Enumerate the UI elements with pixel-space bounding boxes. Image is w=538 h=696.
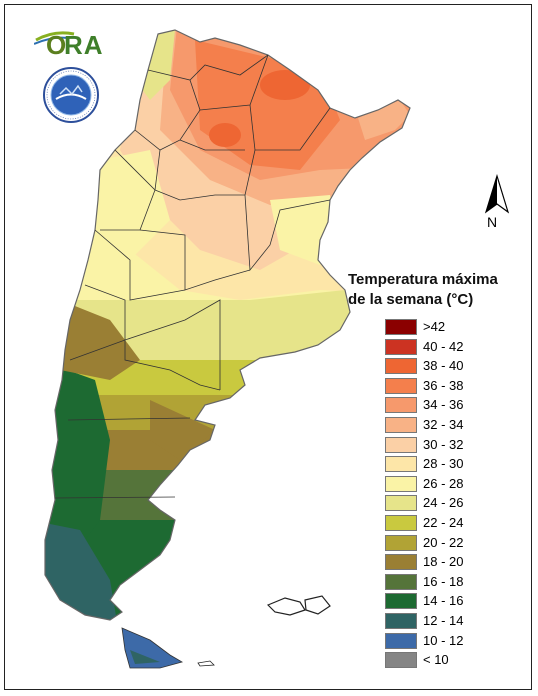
legend-swatch bbox=[385, 319, 417, 335]
legend-swatch bbox=[385, 514, 417, 531]
legend-swatch bbox=[385, 495, 417, 512]
legend-label: 10 - 12 bbox=[423, 632, 464, 648]
legend-swatch bbox=[385, 416, 417, 433]
legend-label: 16 - 18 bbox=[423, 573, 464, 589]
map-frame bbox=[4, 4, 532, 690]
malvinas-islands bbox=[266, 595, 331, 616]
north-label: N bbox=[487, 214, 498, 230]
legend-item: 16 - 18 bbox=[385, 573, 525, 593]
legend-label: 36 - 38 bbox=[423, 377, 464, 393]
legend-label: 24 - 26 bbox=[423, 495, 464, 511]
legend-item: 24 - 26 bbox=[385, 494, 525, 514]
legend-swatch bbox=[385, 534, 417, 551]
legend-label: 22 - 24 bbox=[423, 514, 464, 530]
legend-swatch bbox=[385, 652, 417, 669]
legend-item: 40 - 42 bbox=[385, 338, 525, 358]
legend-item: 28 - 30 bbox=[385, 455, 525, 475]
legend-label: 34 - 36 bbox=[423, 397, 464, 413]
legend-label: 32 - 34 bbox=[423, 416, 464, 432]
legend-label: 40 - 42 bbox=[423, 338, 464, 354]
ora-swoosh-icon bbox=[33, 31, 75, 45]
north-arrow-icon bbox=[480, 173, 514, 234]
legend-item: 26 - 28 bbox=[385, 475, 525, 495]
legend-item: 14 - 16 bbox=[385, 592, 525, 612]
legend-swatch bbox=[385, 475, 417, 492]
legend: >42 40 - 42 38 - 40 36 - 38 34 - 36 32 - 34 30… bbox=[385, 318, 525, 671]
legend-label: 38 - 40 bbox=[423, 358, 464, 374]
ora-logo: O RA bbox=[33, 28, 104, 60]
legend-title-line2: de la semana (°C) bbox=[348, 291, 474, 308]
legend-swatch bbox=[385, 554, 417, 571]
legend-item: 32 - 34 bbox=[385, 416, 525, 436]
legend-label: 14 - 16 bbox=[423, 593, 464, 609]
legend-item: 30 - 32 bbox=[385, 436, 525, 456]
province-boundaries bbox=[54, 54, 331, 499]
legend-item: >42 bbox=[385, 318, 525, 338]
legend-swatch bbox=[385, 358, 417, 375]
legend-item: 12 - 14 bbox=[385, 612, 525, 632]
legend-swatch bbox=[385, 397, 417, 414]
ora-logo-ra: RA bbox=[64, 30, 104, 60]
smn-seal-icon bbox=[42, 66, 100, 124]
legend-title: Temperatura máxima de la semana (°C) bbox=[348, 270, 518, 310]
legend-label: 20 - 22 bbox=[423, 534, 464, 550]
legend-label: 26 - 28 bbox=[423, 475, 464, 491]
legend-swatch bbox=[385, 593, 417, 610]
legend-swatch bbox=[385, 436, 417, 453]
legend-swatch bbox=[385, 456, 417, 473]
legend-item: 38 - 40 bbox=[385, 357, 525, 377]
legend-item: 10 - 12 bbox=[385, 632, 525, 652]
legend-item: 34 - 36 bbox=[385, 396, 525, 416]
legend-label: >42 bbox=[423, 319, 446, 334]
legend-swatch bbox=[385, 632, 417, 649]
legend-label: < 10 bbox=[423, 652, 449, 668]
legend-item: 20 - 22 bbox=[385, 534, 525, 554]
legend-item: < 10 bbox=[385, 651, 525, 671]
legend-label: 18 - 20 bbox=[423, 554, 464, 570]
legend-label: 28 - 30 bbox=[423, 456, 464, 472]
legend-item: 36 - 38 bbox=[385, 377, 525, 397]
legend-title-line1: Temperatura máxima bbox=[348, 271, 498, 288]
legend-swatch bbox=[385, 377, 417, 394]
ora-logo-o: O bbox=[46, 30, 68, 60]
legend-label: 30 - 32 bbox=[423, 436, 464, 452]
legend-item: 22 - 24 bbox=[385, 514, 525, 534]
legend-swatch bbox=[385, 338, 417, 355]
legend-label: 12 - 14 bbox=[423, 612, 464, 628]
legend-swatch bbox=[385, 573, 417, 590]
legend-item: 18 - 20 bbox=[385, 553, 525, 573]
legend-swatch bbox=[385, 612, 417, 629]
